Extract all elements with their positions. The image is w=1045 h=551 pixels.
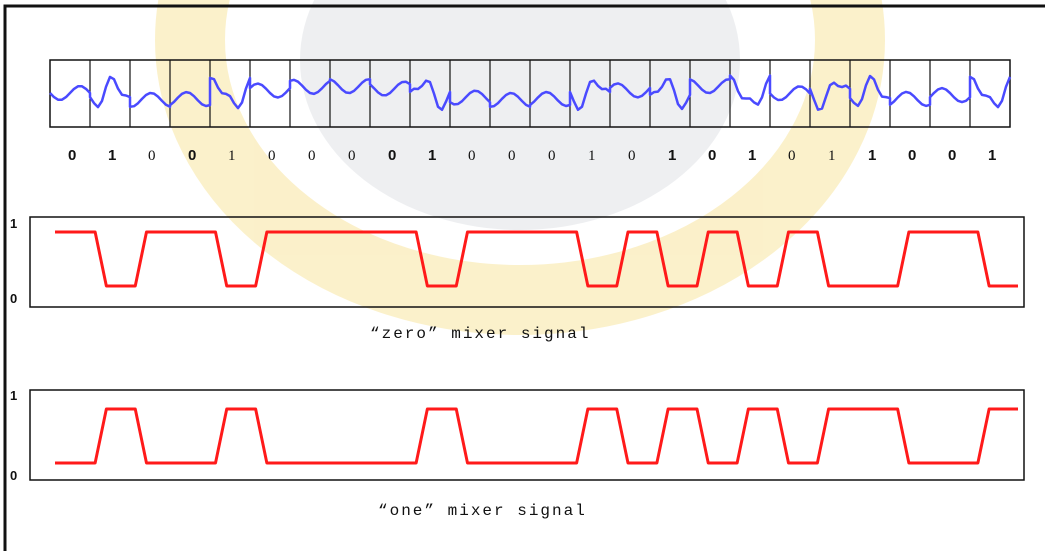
bit-label: 1 — [868, 147, 876, 164]
bit-label: 1 — [108, 147, 116, 164]
bit-label: 1 — [748, 147, 756, 164]
zero-mixer-panel: 1 0 “zero” mixer signal — [10, 216, 1025, 343]
one-mixer-caption: “one” mixer signal — [378, 502, 587, 520]
bit-label: 0 — [348, 148, 356, 164]
bit-label: 0 — [948, 147, 956, 164]
bit-label: 0 — [388, 147, 396, 164]
bit-label: 1 — [588, 148, 596, 164]
bit-label: 0 — [628, 148, 636, 164]
modulated-waveform — [49, 74, 1012, 112]
bit-label: 0 — [908, 147, 916, 164]
one-mixer-waveform — [55, 407, 1018, 465]
bit-label: 1 — [988, 147, 996, 164]
zero-mixer-plot-box — [29, 216, 1025, 308]
bit-label: 0 — [468, 148, 476, 164]
one-mixer-axis-low: 0 — [10, 468, 17, 483]
bit-label: 0 — [708, 147, 716, 164]
one-mixer-plot-box — [29, 389, 1025, 481]
bit-label: 0 — [508, 148, 516, 164]
zero-mixer-axis-high: 1 — [10, 216, 17, 231]
frame — [3, 4, 1045, 551]
bit-label: 0 — [68, 147, 76, 164]
bit-label: 0 — [308, 148, 316, 164]
background-watermark — [155, 0, 885, 335]
bit-label: 0 — [148, 148, 156, 164]
one-mixer-panel: 1 0 “one” mixer signal — [10, 388, 1025, 520]
bit-label: 0 — [268, 148, 276, 164]
bit-labels: 0 1 0 0 1 0 0 0 0 1 0 0 0 1 0 1 0 1 0 1 1 0 0 1 — [68, 147, 996, 164]
bit-label: 0 — [548, 148, 556, 164]
bit-label: 0 — [788, 148, 796, 164]
one-mixer-axis-high: 1 — [10, 388, 17, 403]
bit-label: 1 — [228, 148, 236, 164]
zero-mixer-caption: “zero” mixer signal — [370, 325, 590, 343]
bit-label: 1 — [828, 148, 836, 164]
zero-mixer-waveform — [55, 230, 1018, 288]
zero-mixer-axis-low: 0 — [10, 291, 17, 306]
bit-label: 1 — [668, 147, 676, 164]
bit-label: 0 — [188, 147, 196, 164]
bit-label: 1 — [428, 147, 436, 164]
